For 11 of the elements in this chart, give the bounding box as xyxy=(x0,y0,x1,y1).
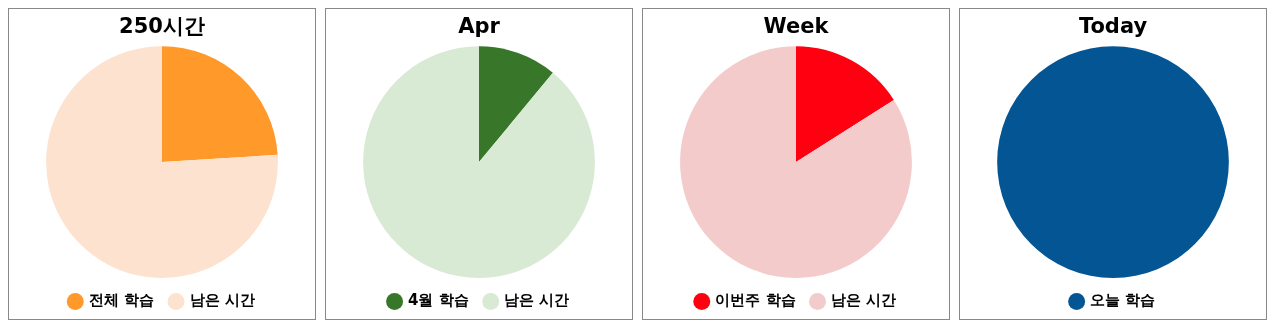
legend-label: 남은 시간 xyxy=(831,291,897,310)
legend-label: 남은 시간 xyxy=(189,291,255,310)
chart-title: Week xyxy=(763,14,830,39)
legend-label: 남은 시간 xyxy=(504,291,570,310)
legend-label: 4월 학습 xyxy=(408,291,469,310)
legend-label: 이번주 학습 xyxy=(715,291,796,310)
legend-label: 오늘 학습 xyxy=(1090,291,1156,310)
chart-title: Today xyxy=(1078,14,1148,39)
chart-title: 250시간 xyxy=(119,14,205,39)
chart-title: Apr xyxy=(458,14,501,39)
legend-label: 전체 학습 xyxy=(88,291,155,310)
